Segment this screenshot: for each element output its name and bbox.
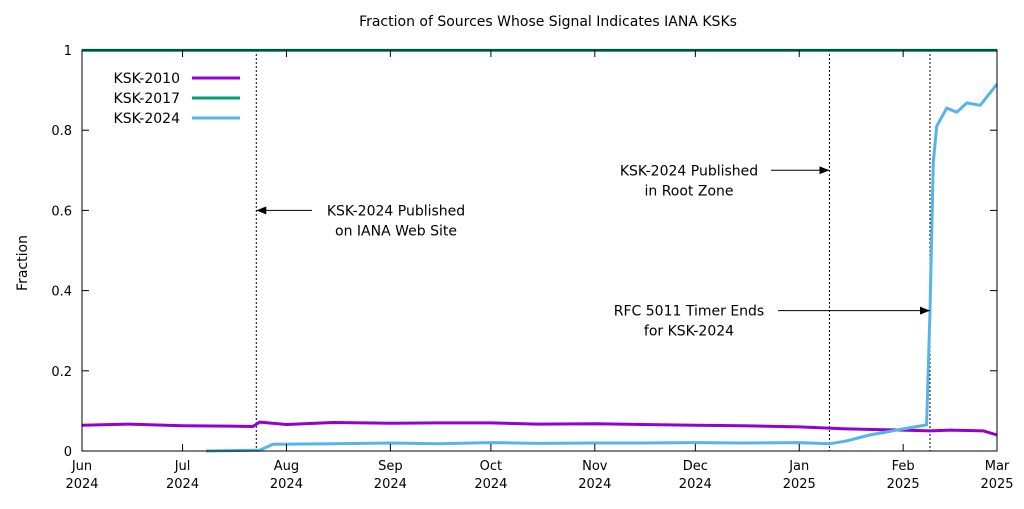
- annotation-text: KSK-2024 Published: [620, 163, 758, 179]
- y-tick-label: 0.6: [51, 204, 72, 219]
- x-tick-label: 2025: [783, 477, 816, 492]
- x-tick-label: 2024: [166, 477, 199, 492]
- y-axis-label: Fraction: [15, 235, 31, 291]
- y-tick-label: 0: [64, 445, 72, 460]
- annotation-text: RFC 5011 Timer Ends: [614, 304, 764, 320]
- x-tick-label: 2025: [980, 477, 1013, 492]
- x-tick-label: Mar: [985, 459, 1010, 474]
- y-tick-label: 0.4: [51, 285, 72, 300]
- plot-border: [81, 49, 998, 452]
- annotation-text: KSK-2024 Published: [327, 203, 465, 219]
- series-line-ksk-2010: [81, 420, 998, 437]
- legend-label: KSK-2017: [114, 91, 180, 107]
- series-lines: [81, 48, 999, 453]
- x-tick-label: Oct: [480, 459, 502, 474]
- x-tick-label: 2024: [679, 477, 712, 492]
- y-tick-label: 0.8: [51, 124, 72, 139]
- x-tick-label: 2024: [270, 477, 303, 492]
- x-tick-label: 2024: [474, 477, 507, 492]
- y-tick-label: 1: [64, 44, 72, 59]
- x-tick-label: Jan: [788, 459, 809, 474]
- y-tick-label: 0.2: [51, 365, 72, 380]
- legend: KSK-2010 KSK-2017 KSK-2024: [114, 71, 240, 127]
- legend-label: KSK-2010: [114, 71, 180, 87]
- annotation-text: for KSK-2024: [644, 324, 734, 340]
- chart-title: Fraction of Sources Whose Signal Indicat…: [359, 14, 737, 30]
- x-tick-label: 2024: [65, 477, 98, 492]
- annotation-text: in Root Zone: [644, 183, 733, 199]
- x-tick-label: 2024: [578, 477, 611, 492]
- legend-label: KSK-2024: [114, 111, 181, 127]
- x-tick-label: Nov: [582, 459, 608, 474]
- x-tick-label: Feb: [892, 459, 915, 474]
- x-tick-label: 2025: [887, 477, 920, 492]
- series-line-ksk-2024: [205, 83, 999, 453]
- x-tick-label: Aug: [274, 459, 299, 474]
- axis-ticks: 0 0.2 0.4 0.6 0.8 1 Jun 2024 Jul 2024 Aug 2024 Sep 20…: [51, 44, 1013, 492]
- x-tick-label: Jun: [71, 459, 92, 474]
- x-tick-label: 2024: [374, 477, 407, 492]
- event-lines: [255, 50, 931, 451]
- x-tick-label: Jul: [174, 459, 191, 474]
- annotations: KSK-2024 Published on IANA Web Site KSK-20…: [256, 163, 930, 340]
- x-tick-label: Dec: [683, 459, 708, 474]
- x-tick-label: Sep: [378, 459, 403, 474]
- annotation-text: on IANA Web Site: [335, 223, 457, 239]
